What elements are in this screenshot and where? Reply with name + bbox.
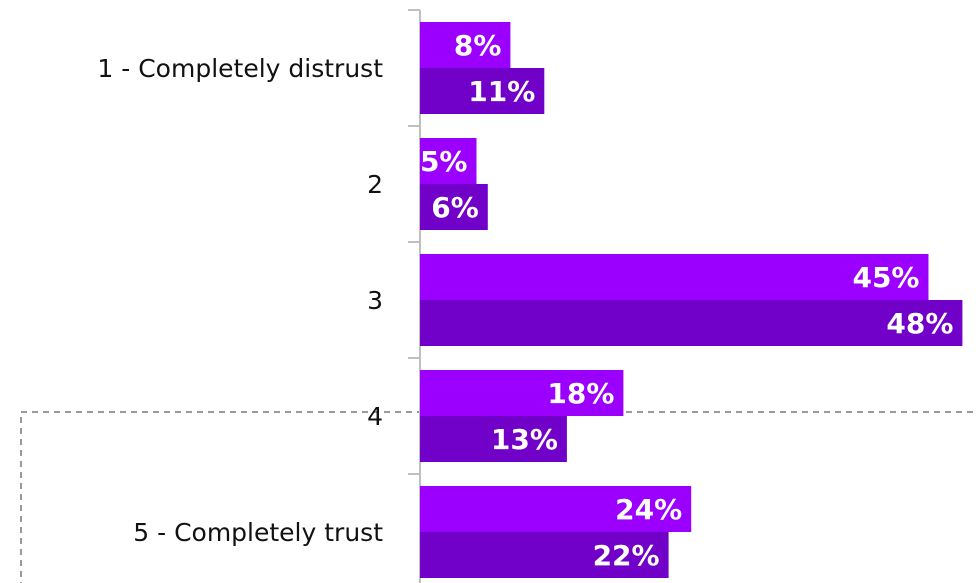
data-label: 5%	[420, 145, 468, 178]
bar	[420, 184, 488, 230]
data-label: 48%	[886, 307, 953, 340]
data-label: 13%	[491, 423, 558, 456]
category-label: 5 - Completely trust	[133, 518, 383, 547]
category-label: 4	[367, 402, 383, 431]
data-label: 11%	[468, 75, 535, 108]
bar	[420, 532, 669, 578]
data-label: 6%	[431, 191, 479, 224]
data-label: 8%	[454, 29, 502, 62]
category-label: 1 - Completely distrust	[97, 54, 383, 83]
bar	[420, 22, 511, 68]
data-label: 45%	[852, 261, 919, 294]
category-label: 3	[367, 286, 383, 315]
bar	[420, 300, 963, 346]
highlight-dashed-box	[20, 411, 976, 583]
bar	[420, 416, 567, 462]
category-label: 2	[367, 170, 383, 199]
bar	[420, 370, 624, 416]
data-label: 22%	[593, 539, 660, 572]
bar	[420, 138, 477, 184]
bar	[420, 254, 929, 300]
data-label: 24%	[615, 493, 682, 526]
data-label: 18%	[547, 377, 614, 410]
bar	[420, 68, 545, 114]
bar	[420, 486, 692, 532]
